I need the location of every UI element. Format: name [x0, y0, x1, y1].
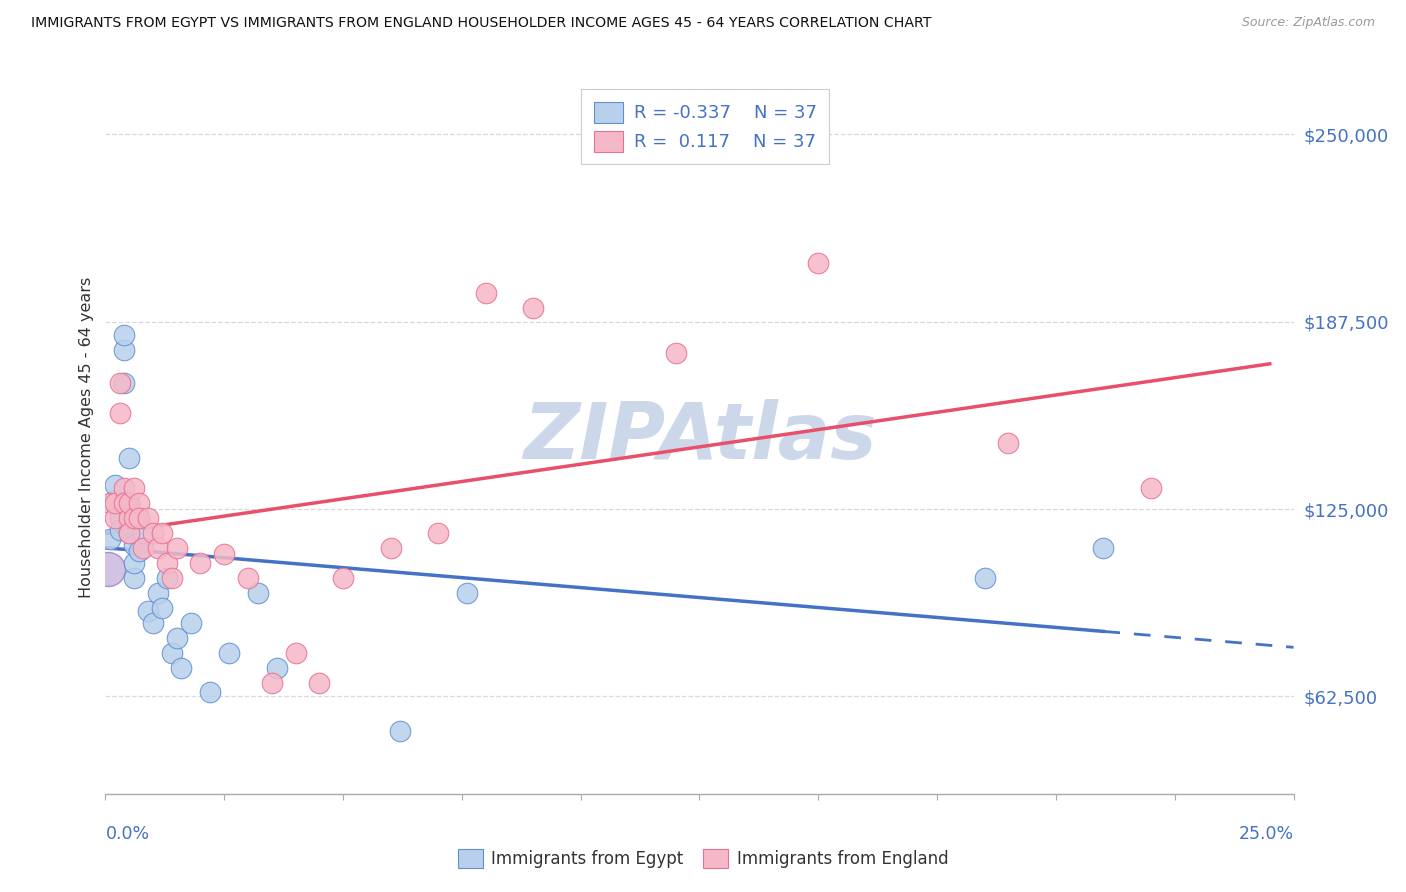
Point — [118, 526, 141, 541]
Point — [108, 496, 131, 510]
Text: Source: ZipAtlas.com: Source: ZipAtlas.com — [1241, 16, 1375, 29]
Point — [122, 511, 145, 525]
Point — [114, 481, 136, 495]
Point — [136, 604, 159, 618]
Point — [156, 571, 179, 585]
Point — [97, 562, 120, 576]
Point — [284, 646, 307, 660]
Point — [114, 496, 136, 510]
Point — [166, 541, 188, 555]
Point — [166, 631, 188, 645]
Point — [136, 511, 159, 525]
Text: 25.0%: 25.0% — [1239, 825, 1294, 843]
Point — [380, 541, 402, 555]
Point — [997, 436, 1019, 450]
Legend: R = -0.337    N = 37, R =  0.117    N = 37: R = -0.337 N = 37, R = 0.117 N = 37 — [582, 89, 830, 164]
Point — [114, 328, 136, 343]
Point — [108, 511, 131, 525]
Point — [104, 493, 127, 508]
Point — [156, 556, 179, 570]
Point — [104, 496, 127, 510]
Point — [108, 406, 131, 420]
Point — [236, 571, 259, 585]
Point — [98, 532, 121, 546]
Point — [118, 526, 141, 541]
Legend: Immigrants from Egypt, Immigrants from England: Immigrants from Egypt, Immigrants from E… — [451, 843, 955, 875]
Text: IMMIGRANTS FROM EGYPT VS IMMIGRANTS FROM ENGLAND HOUSEHOLDER INCOME AGES 45 - 64: IMMIGRANTS FROM EGYPT VS IMMIGRANTS FROM… — [31, 16, 931, 30]
Point — [456, 586, 478, 600]
Point — [142, 526, 165, 541]
Point — [190, 556, 212, 570]
Point — [260, 676, 283, 690]
Point — [146, 541, 169, 555]
Point — [104, 511, 127, 525]
Point — [132, 526, 155, 541]
Point — [214, 547, 236, 561]
Y-axis label: Householder Income Ages 45 - 64 years: Householder Income Ages 45 - 64 years — [79, 277, 94, 598]
Point — [160, 646, 183, 660]
Point — [122, 571, 145, 585]
Point — [665, 346, 688, 360]
Point — [118, 496, 141, 510]
Text: 0.0%: 0.0% — [105, 825, 149, 843]
Point — [122, 538, 145, 552]
Point — [114, 376, 136, 390]
Point — [973, 571, 995, 585]
Point — [389, 723, 412, 738]
Point — [104, 478, 127, 492]
Point — [198, 685, 221, 699]
Point — [807, 256, 830, 270]
Point — [118, 496, 141, 510]
Point — [108, 376, 131, 390]
Point — [98, 496, 121, 510]
Point — [128, 496, 150, 510]
Point — [118, 514, 141, 528]
Point — [128, 511, 150, 525]
Point — [118, 511, 141, 525]
Point — [114, 343, 136, 358]
Point — [246, 586, 269, 600]
Point — [160, 571, 183, 585]
Point — [152, 601, 174, 615]
Point — [218, 646, 240, 660]
Point — [266, 661, 288, 675]
Point — [118, 505, 141, 519]
Point — [152, 526, 174, 541]
Text: ZIPAtlas: ZIPAtlas — [523, 399, 876, 475]
Point — [170, 661, 193, 675]
Point — [180, 615, 202, 630]
Point — [142, 615, 165, 630]
Point — [427, 526, 450, 541]
Point — [332, 571, 354, 585]
Point — [146, 586, 169, 600]
Point — [128, 544, 150, 558]
Point — [122, 556, 145, 570]
Point — [132, 541, 155, 555]
Point — [128, 511, 150, 525]
Point — [474, 286, 496, 301]
Point — [108, 523, 131, 537]
Point — [308, 676, 330, 690]
Point — [1140, 481, 1163, 495]
Point — [118, 451, 141, 466]
Point — [122, 481, 145, 495]
Point — [1092, 541, 1115, 555]
Point — [522, 301, 544, 315]
